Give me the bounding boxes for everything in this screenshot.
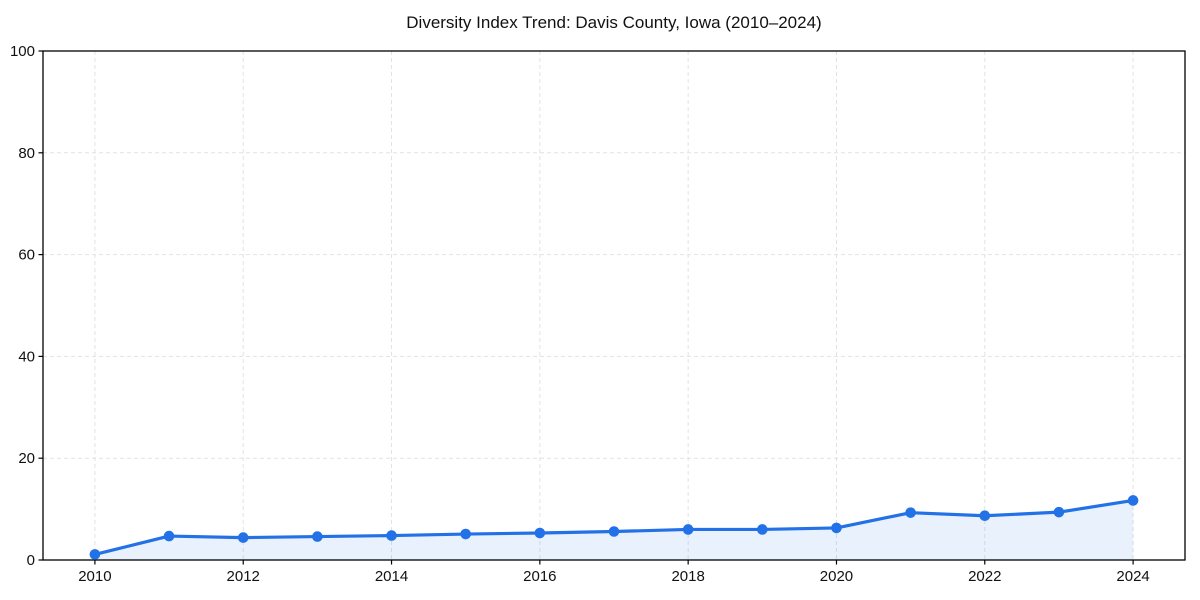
data-point-marker [905, 507, 916, 518]
y-tick-label: 0 [27, 552, 35, 569]
data-point-marker [386, 530, 397, 541]
x-tick-label: 2024 [1116, 568, 1149, 585]
x-tick-label: 2018 [671, 568, 704, 585]
data-point-marker [831, 522, 842, 534]
y-tick-label: 100 [10, 43, 35, 60]
data-point-marker [757, 524, 768, 535]
y-tick-label: 80 [18, 145, 35, 162]
series-area-fill [94, 500, 1134, 560]
x-tick-label: 2016 [523, 568, 556, 585]
data-point-marker [979, 510, 991, 522]
data-point-marker [1053, 506, 1065, 518]
x-tick-label: 2010 [78, 568, 111, 585]
plot-border [42, 50, 1186, 561]
data-point-marker [89, 549, 101, 560]
data-point-marker [312, 531, 323, 542]
data-point-marker [534, 527, 546, 539]
y-tick-label: 20 [18, 450, 35, 467]
x-tick-label: 2022 [968, 568, 1001, 585]
data-point-marker [1127, 495, 1139, 506]
x-tick-label: 2012 [227, 568, 260, 585]
chart-title: Diversity Index Trend: Davis County, Iow… [406, 13, 822, 32]
x-tick-label: 2020 [820, 568, 853, 585]
data-point-marker [163, 530, 175, 542]
data-point-marker [460, 528, 471, 540]
y-tick-label: 40 [18, 348, 35, 365]
y-tick-label: 60 [18, 247, 35, 264]
data-point-marker [682, 524, 694, 535]
data-point-marker [608, 526, 620, 537]
x-tick-label: 2014 [375, 568, 408, 585]
data-point-marker [237, 532, 249, 543]
